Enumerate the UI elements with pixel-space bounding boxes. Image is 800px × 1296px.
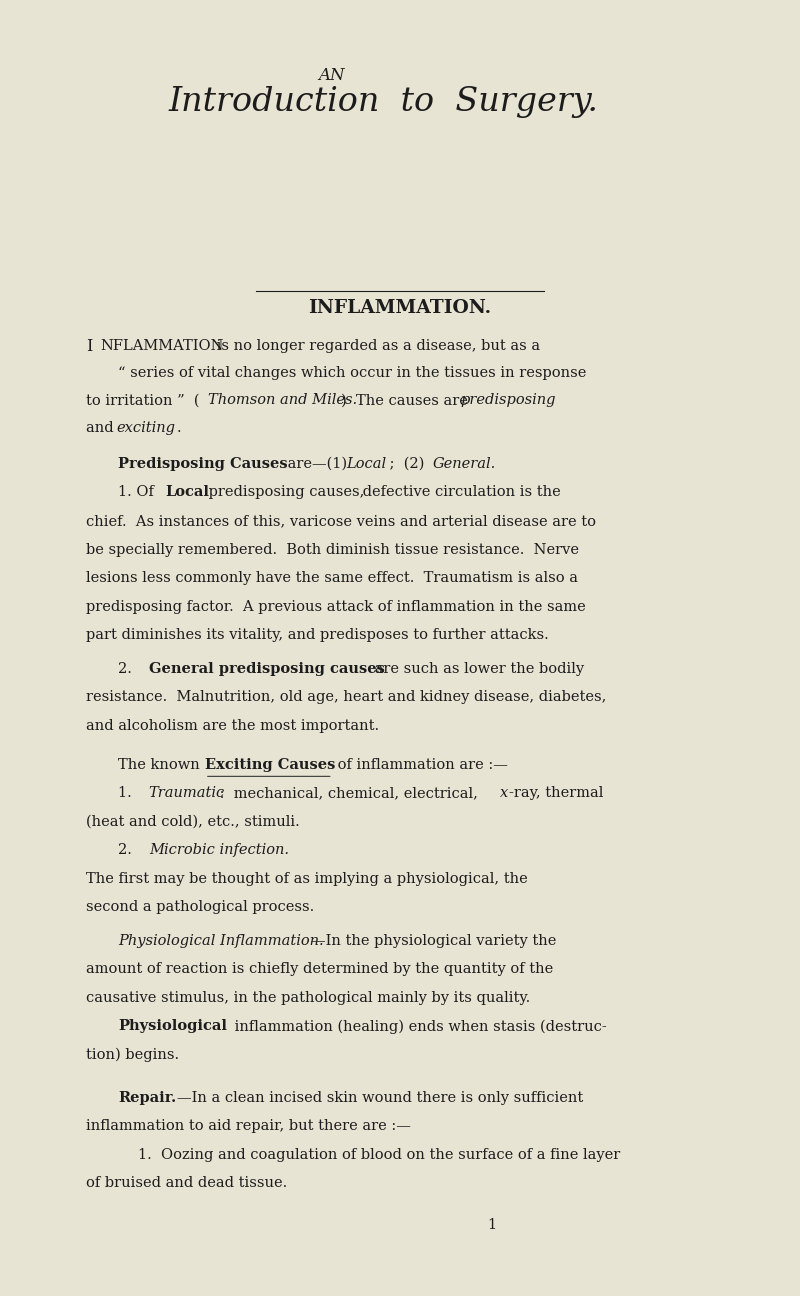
- Text: 1.  Oozing and coagulation of blood on the surface of a fine layer: 1. Oozing and coagulation of blood on th…: [138, 1148, 621, 1161]
- Text: INFLAMMATION.: INFLAMMATION.: [309, 299, 491, 318]
- Text: )  The causes are: ) The causes are: [341, 394, 472, 407]
- Text: The known: The known: [118, 758, 205, 771]
- Text: chief.  As instances of this, varicose veins and arterial disease are to: chief. As instances of this, varicose ve…: [86, 515, 596, 527]
- Text: 2.: 2.: [118, 844, 142, 857]
- Text: :  mechanical, chemical, electrical,: : mechanical, chemical, electrical,: [215, 787, 482, 800]
- Text: of inflammation are :—: of inflammation are :—: [333, 758, 508, 771]
- Text: predisposing: predisposing: [460, 394, 555, 407]
- Text: Introduction  to  Surgery.: Introduction to Surgery.: [169, 87, 599, 118]
- Text: are—(1): are—(1): [283, 457, 352, 470]
- Text: predisposing causes,: predisposing causes,: [204, 486, 364, 499]
- Text: defective circulation is the: defective circulation is the: [358, 486, 561, 499]
- Text: AN: AN: [318, 66, 346, 84]
- Text: 1.: 1.: [118, 787, 142, 800]
- Text: to irritation ”  (: to irritation ” (: [86, 394, 200, 407]
- Text: inflammation to aid repair, but there are :—: inflammation to aid repair, but there ar…: [86, 1120, 411, 1133]
- Text: Thomson and Miles.: Thomson and Miles.: [208, 394, 357, 407]
- Text: ;  (2): ; (2): [385, 457, 429, 470]
- Text: —In a clean incised skin wound there is only sufficient: —In a clean incised skin wound there is …: [177, 1091, 583, 1104]
- Text: resistance.  Malnutrition, old age, heart and kidney disease, diabetes,: resistance. Malnutrition, old age, heart…: [86, 691, 606, 704]
- Text: Microbic infection.: Microbic infection.: [149, 844, 289, 857]
- Text: General predisposing causes: General predisposing causes: [149, 662, 385, 675]
- Text: amount of reaction is chiefly determined by the quantity of the: amount of reaction is chiefly determined…: [86, 963, 554, 976]
- Text: (heat and cold), etc., stimuli.: (heat and cold), etc., stimuli.: [86, 815, 300, 828]
- Text: Physiological Inflammation.: Physiological Inflammation.: [118, 934, 324, 947]
- Text: lesions less commonly have the same effect.  Traumatism is also a: lesions less commonly have the same effe…: [86, 572, 578, 584]
- Text: Local: Local: [166, 486, 210, 499]
- Text: and: and: [86, 421, 118, 434]
- Text: General.: General.: [433, 457, 496, 470]
- Text: tion) begins.: tion) begins.: [86, 1047, 179, 1063]
- Text: x: x: [500, 787, 508, 800]
- Text: exciting: exciting: [117, 421, 176, 434]
- Text: are such as lower the bodily: are such as lower the bodily: [370, 662, 585, 675]
- Text: .: .: [177, 421, 182, 434]
- Text: The first may be thought of as implying a physiological, the: The first may be thought of as implying …: [86, 872, 528, 885]
- Text: inflammation (healing) ends when stasis (destruc-: inflammation (healing) ends when stasis …: [230, 1019, 607, 1034]
- Text: Local: Local: [346, 457, 386, 470]
- Text: I: I: [86, 337, 93, 355]
- Text: be specially remembered.  Both diminish tissue resistance.  Nerve: be specially remembered. Both diminish t…: [86, 543, 579, 556]
- Text: and alcoholism are the most important.: and alcoholism are the most important.: [86, 719, 379, 732]
- Text: NFLAMMATION: NFLAMMATION: [101, 340, 224, 353]
- Text: 2.: 2.: [118, 662, 142, 675]
- Text: predisposing factor.  A previous attack of inflammation in the same: predisposing factor. A previous attack o…: [86, 600, 586, 613]
- Text: 1. Of: 1. Of: [118, 486, 159, 499]
- Text: Repair.: Repair.: [118, 1091, 177, 1104]
- Text: part diminishes its vitality, and predisposes to further attacks.: part diminishes its vitality, and predis…: [86, 629, 549, 642]
- Text: Exciting Causes: Exciting Causes: [205, 758, 335, 771]
- Text: second a pathological process.: second a pathological process.: [86, 901, 314, 914]
- Text: is no longer regarded as a disease, but as a: is no longer regarded as a disease, but …: [212, 340, 540, 353]
- Text: -ray, thermal: -ray, thermal: [509, 787, 603, 800]
- Text: of bruised and dead tissue.: of bruised and dead tissue.: [86, 1177, 288, 1190]
- Text: Predisposing Causes: Predisposing Causes: [118, 457, 288, 470]
- Text: Traumatic: Traumatic: [149, 787, 225, 800]
- Text: 1: 1: [487, 1218, 497, 1231]
- Text: Physiological: Physiological: [118, 1020, 227, 1033]
- Text: —In the physiological variety the: —In the physiological variety the: [311, 934, 557, 947]
- Text: “ series of vital changes which occur in the tissues in response: “ series of vital changes which occur in…: [118, 367, 586, 380]
- Text: causative stimulus, in the pathological mainly by its quality.: causative stimulus, in the pathological …: [86, 991, 530, 1004]
